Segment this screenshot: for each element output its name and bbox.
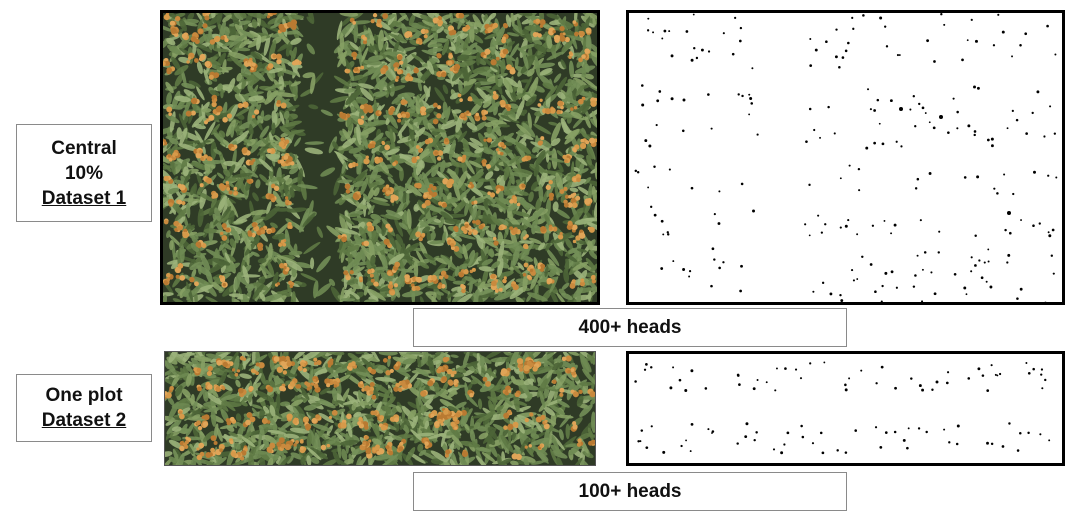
dataset1-count-caption: 400+ heads [413, 308, 847, 347]
dataset2-label: One plot Dataset 2 [16, 374, 152, 442]
dataset1-photo-canvas [163, 13, 597, 302]
dataset2-field-photo [164, 351, 596, 466]
dataset1-field-photo [160, 10, 600, 305]
dataset2-label-line1: One plot [45, 385, 123, 406]
dataset1-label-line1: Central [51, 137, 117, 159]
dataset1-label-line3: Dataset 1 [41, 187, 127, 209]
dataset2-photo-canvas [165, 352, 595, 465]
dataset2-count-text: 100+ heads [578, 480, 682, 502]
dataset2-dots-canvas [634, 361, 1051, 455]
dataset1-dots-canvas [634, 13, 1058, 302]
dataset2-label-line2: Dataset 2 [41, 410, 127, 431]
dataset1-head-dot-map [626, 10, 1065, 305]
dataset1-count-text: 400+ heads [578, 316, 682, 338]
dataset1-label: Central 10% Dataset 1 [16, 124, 152, 222]
dataset2-count-caption: 100+ heads [413, 472, 847, 511]
dataset2-head-dot-map [626, 351, 1065, 466]
dataset1-label-line2: 10% [64, 162, 104, 184]
